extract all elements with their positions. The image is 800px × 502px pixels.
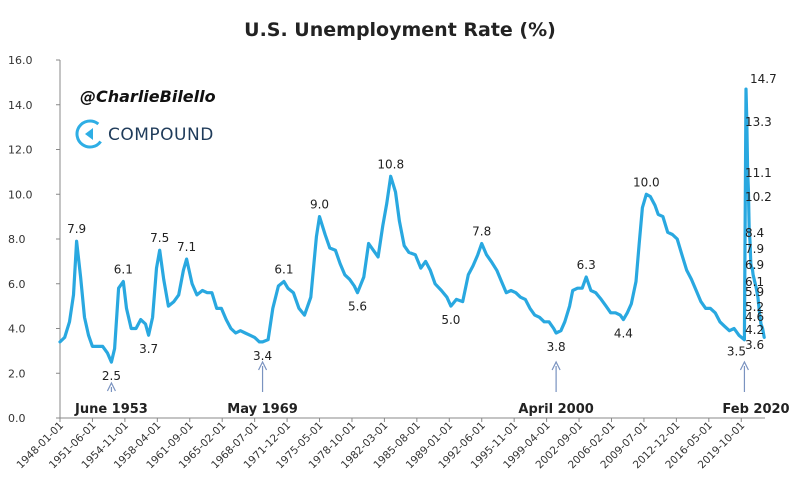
recent-value-label: 6.9 <box>745 258 764 272</box>
annotation-label: May 1969 <box>227 402 298 417</box>
y-axis-ticks: 0.0 2.0 4.0 6.0 8.0 10.0 12.0 14.0 16.0 <box>8 54 60 425</box>
data-label: 10.8 <box>377 157 404 171</box>
data-label: 3.5 <box>727 345 746 359</box>
y-tick-label: 10.0 <box>8 188 33 201</box>
data-label: 3.8 <box>547 340 566 354</box>
recent-value-label: 13.3 <box>745 115 772 129</box>
recent-value-label: 10.2 <box>745 190 772 204</box>
y-tick-label: 2.0 <box>8 367 26 380</box>
watermark: @CharlieBilello COMPOUND <box>75 87 216 149</box>
recent-value-label: 5.2 <box>745 300 764 314</box>
annotation-arrowhead <box>106 381 116 392</box>
data-label: 7.5 <box>150 231 169 245</box>
annotation-label: June 1953 <box>74 402 148 417</box>
recent-value-label: 5.9 <box>745 285 764 299</box>
data-label: 7.1 <box>177 240 196 254</box>
annotation-label: Feb 2020 <box>722 402 789 417</box>
recent-value-label: 3.6 <box>745 338 764 352</box>
y-tick-label: 14.0 <box>8 99 33 112</box>
recent-value-label: 4.6 <box>745 310 764 324</box>
y-tick-label: 12.0 <box>8 144 33 157</box>
data-labels: 7.9 2.5 6.1 3.7 7.5 7.1 3.4 6.1 9.0 5.6 10.8 5.0 7.8… <box>67 72 777 383</box>
author-handle: @CharlieBilello <box>80 87 216 106</box>
y-tick-label: 0.0 <box>8 412 26 425</box>
y-tick-label: 6.0 <box>8 278 26 291</box>
recent-value-label: 7.9 <box>745 242 764 256</box>
annotations: June 1953 May 1969 April 2000 Feb 2020 <box>74 360 790 417</box>
data-label: 7.9 <box>67 222 86 236</box>
data-label: 2.5 <box>102 369 121 383</box>
data-label: 14.7 <box>750 72 777 86</box>
brand-name: COMPOUND <box>108 125 214 145</box>
data-label: 4.4 <box>614 327 633 341</box>
data-label: 6.1 <box>114 263 133 277</box>
x-axis-ticks: 1948-01-011951-06-011954-11-011958-04-01… <box>14 418 747 471</box>
recent-value-label: 4.2 <box>745 323 764 337</box>
data-label: 5.6 <box>348 300 367 314</box>
recent-values-column: 13.3 11.1 10.2 8.4 7.9 6.9 6.15.95.24.64.23.6 <box>745 115 772 352</box>
data-label: 3.4 <box>253 349 272 363</box>
recent-value-label: 8.4 <box>745 226 764 240</box>
data-label: 3.7 <box>139 342 158 356</box>
data-label: 6.3 <box>577 258 596 272</box>
y-tick-label: 16.0 <box>8 54 33 67</box>
unemployment-line <box>58 87 766 364</box>
data-label: 10.0 <box>633 175 660 189</box>
data-label: 7.8 <box>472 224 491 238</box>
recent-value-label: 6.1 <box>745 275 764 289</box>
annotation-arrowhead <box>551 360 561 371</box>
chart-title: U.S. Unemployment Rate (%) <box>244 19 556 41</box>
recent-value-label: 11.1 <box>745 166 772 180</box>
data-label: 5.0 <box>441 313 460 327</box>
annotation-arrowhead <box>739 360 749 371</box>
y-tick-label: 4.0 <box>8 323 26 336</box>
annotation-arrowhead <box>258 360 268 371</box>
series-group <box>58 87 766 364</box>
y-tick-label: 8.0 <box>8 233 26 246</box>
data-label: 6.1 <box>274 263 293 277</box>
compound-logo-icon <box>75 119 105 149</box>
data-label: 9.0 <box>310 198 329 212</box>
annotation-label: April 2000 <box>518 402 593 417</box>
